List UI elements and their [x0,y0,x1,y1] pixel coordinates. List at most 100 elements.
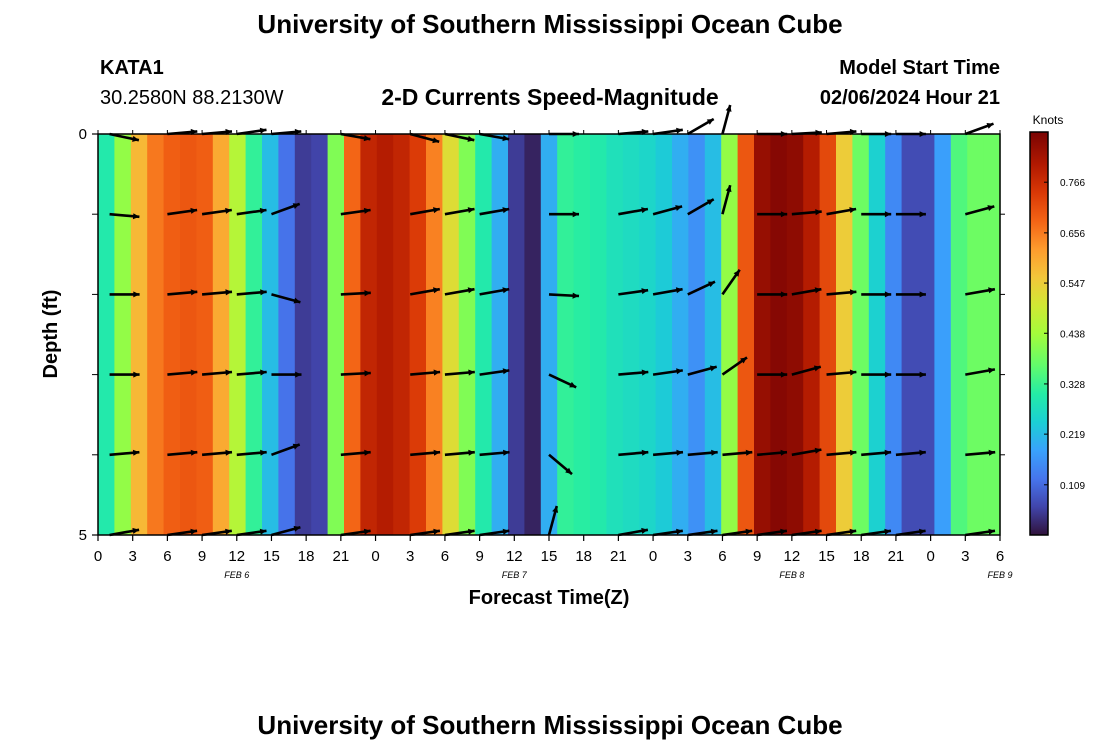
current-arrow [687,280,716,296]
current-arrow [340,370,371,377]
current-arrow [721,104,732,135]
heatmap-column [475,134,493,535]
heatmap-column [885,134,903,535]
heatmap-column [196,134,214,535]
heatmap-column [491,134,509,535]
heatmap-column [147,134,165,535]
heatmap-column [114,134,132,535]
plot-title: 2-D Currents Speed-Magnitude [381,84,719,110]
current-arrow [109,527,140,537]
current-arrow [271,202,301,216]
current-arrow [652,287,683,296]
current-arrow [167,207,198,216]
heatmap-column [688,134,706,535]
heatmap-column [934,134,952,535]
heatmap-column [212,134,230,535]
colorbar-tick-label: 0.328 [1060,380,1085,391]
x-tick-label: 0 [649,548,657,565]
x-tick-label: 9 [475,548,483,565]
current-arrow [479,287,510,296]
current-arrow [652,205,683,216]
x-tick-label: 18 [298,548,315,565]
current-arrow [236,289,267,296]
current-arrow [687,198,715,216]
current-arrow [965,449,996,457]
x-tick-label: 6 [718,548,726,565]
current-arrow [757,211,788,218]
heatmap-column [967,134,985,535]
footer-title: University of Southern Mississippi Ocean… [257,710,843,740]
colorbar-unit: Knots [1033,113,1064,127]
current-arrow [444,449,475,457]
current-arrow [201,289,233,296]
current-arrow [687,365,718,376]
x-tick-label: 12 [784,548,801,565]
current-arrow [167,369,198,376]
heatmap-column [655,134,673,535]
current-arrow [826,449,857,457]
heatmap-column [409,134,427,535]
current-arrow [791,209,822,216]
current-arrow [109,212,140,220]
colorbar-tick-label: 0.547 [1060,279,1085,290]
heatmap-column [163,134,181,535]
current-arrow [965,367,996,376]
heatmap-column [672,134,689,535]
heatmap-column [344,134,361,535]
heatmap-column [639,134,657,535]
station-id: KATA1 [100,57,164,79]
colorbar-tick-label: 0.766 [1060,178,1085,189]
x-tick-label: 15 [541,548,558,565]
heatmap-column [426,134,443,535]
model-start-label: Model Start Time [839,57,1000,79]
heatmap-column [786,134,804,535]
current-arrow [861,211,892,218]
current-arrow [547,505,559,536]
current-arrow [791,365,822,376]
heatmap-column [540,134,558,535]
current-arrow [861,371,892,378]
heatmap-column [393,134,411,535]
current-arrow [444,287,475,296]
model-start-value: 02/06/2024 Hour 21 [819,87,1000,109]
colorbar-tick-label: 0.656 [1060,229,1085,240]
current-arrow [548,373,577,389]
current-arrow [895,449,926,457]
x-tick-label: 3 [961,548,969,565]
current-arrow [964,205,995,216]
current-arrow [895,291,926,298]
current-arrow [271,293,301,304]
heatmap-column [278,134,296,535]
x-tick-label: 21 [333,548,350,565]
x-tick-label: 0 [94,548,102,565]
current-arrow [340,449,371,457]
current-arrow [410,449,441,457]
current-arrow [340,207,371,216]
colorbar-tick-label: 0.109 [1060,481,1085,492]
current-arrow [826,369,857,376]
x-tick-label: 12 [228,548,245,565]
heatmap-column [557,134,575,535]
x-tick-label: 0 [371,548,379,565]
current-arrow [236,207,267,216]
x-tick-label: 18 [853,548,870,565]
current-arrow [826,207,857,216]
x-axis-label: Forecast Time(Z) [469,587,630,609]
current-arrow [861,291,892,298]
current-arrow [410,369,441,376]
heatmap-column [376,134,394,535]
x-tick-label: 12 [506,548,523,565]
date-label: FEB 8 [779,570,804,580]
heatmap-cells [98,134,1001,535]
heatmap-column [606,134,624,535]
y-tick-label: 5 [79,527,87,544]
heatmap-column [360,134,378,535]
current-arrow [271,371,302,378]
x-tick-label: 18 [575,548,592,565]
heatmap-column [573,134,591,535]
heatmap-column [704,134,722,535]
x-tick-label: 6 [996,548,1004,565]
current-arrow [549,211,579,218]
current-arrow [236,449,267,457]
current-arrow [109,371,140,378]
